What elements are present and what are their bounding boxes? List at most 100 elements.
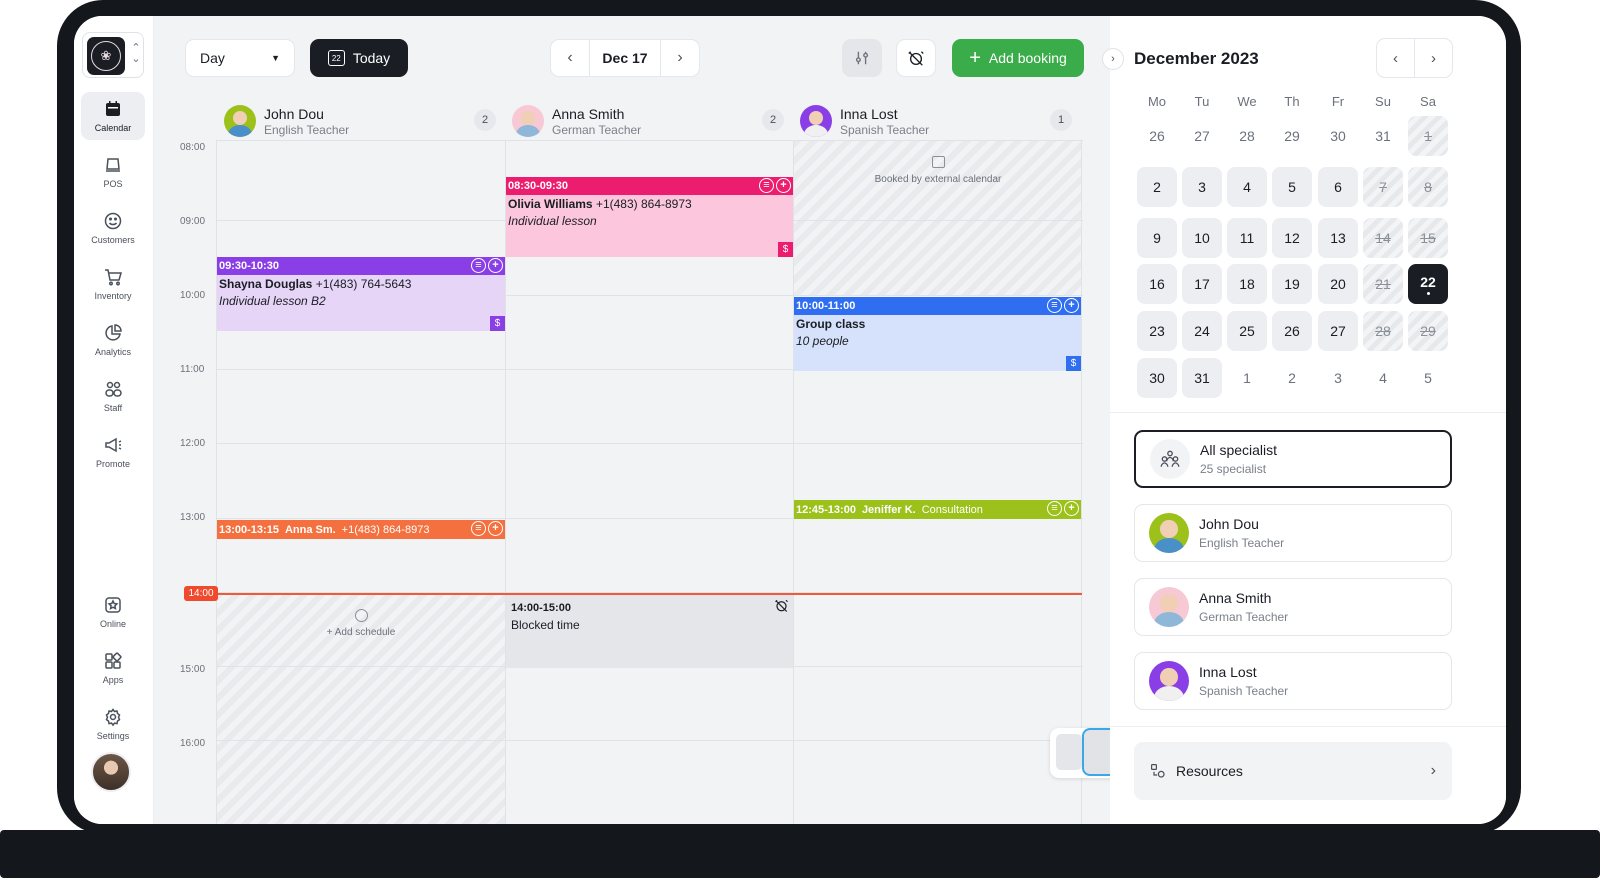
blocked-time-event[interactable]: 14:00-15:00 Blocked time: [506, 595, 793, 668]
calendar-day[interactable]: 16: [1137, 264, 1177, 304]
staff-role: German Teacher: [552, 122, 642, 137]
calendar-day[interactable]: 10: [1182, 218, 1222, 258]
specialist-all[interactable]: All specialist 25 specialist: [1134, 430, 1452, 488]
plus-circle-icon[interactable]: +: [1064, 501, 1079, 516]
collapse-panel-button[interactable]: ›: [1102, 48, 1124, 70]
calendar-day[interactable]: 4: [1379, 370, 1387, 386]
specialist-item[interactable]: John Dou English Teacher: [1134, 504, 1452, 562]
calendar-day[interactable]: 27: [1194, 128, 1210, 144]
next-month-button[interactable]: ›: [1415, 39, 1452, 77]
weekday-label: Th: [1284, 94, 1300, 109]
calendar-day[interactable]: 30: [1330, 128, 1346, 144]
resources-button[interactable]: Resources ›: [1134, 742, 1452, 800]
sidebar-item-inventory[interactable]: Inventory: [81, 260, 145, 308]
chevron-updown-icon: ⌃ ⌄: [131, 42, 141, 65]
specialist-name: Anna Smith: [1199, 590, 1272, 606]
calendar-day[interactable]: 11: [1227, 218, 1267, 258]
calendar-day[interactable]: 30: [1137, 358, 1177, 398]
calendar-day[interactable]: 13: [1318, 218, 1358, 258]
calendar-day: 7: [1363, 167, 1403, 207]
calendar-day[interactable]: 1: [1243, 370, 1251, 386]
booking-event[interactable]: 12:45-13:00 Jeniffer K. Consultation ≡ +: [794, 500, 1081, 519]
calendar-day[interactable]: 3: [1182, 167, 1222, 207]
calendar-day[interactable]: 27: [1318, 311, 1358, 351]
calendar-day[interactable]: 5: [1272, 167, 1312, 207]
calendar-day[interactable]: 5: [1424, 370, 1432, 386]
filter-button[interactable]: [842, 39, 882, 77]
calendar-day[interactable]: 28: [1239, 128, 1255, 144]
prev-month-button[interactable]: ‹: [1377, 39, 1415, 77]
sidebar-item-online[interactable]: Online: [81, 588, 145, 636]
sidebar-item-staff[interactable]: Staff: [81, 372, 145, 420]
prev-day-button[interactable]: ‹: [551, 40, 589, 76]
plus-circle-icon[interactable]: +: [776, 178, 791, 193]
add-booking-button[interactable]: + Add booking: [952, 39, 1084, 77]
calendar-day[interactable]: 23: [1137, 311, 1177, 351]
calendar-day[interactable]: 29: [1284, 128, 1300, 144]
staff-column-header[interactable]: Inna Lost Spanish Teacher 1: [792, 98, 1080, 144]
sidebar-item-pos[interactable]: POS: [81, 148, 145, 196]
staff-column-header[interactable]: Anna Smith German Teacher 2: [504, 98, 792, 144]
comment-icon[interactable]: ≡: [759, 178, 774, 193]
calendar-day[interactable]: 31: [1375, 128, 1391, 144]
calendar-day[interactable]: 4: [1227, 167, 1267, 207]
specialist-item[interactable]: Anna Smith German Teacher: [1134, 578, 1452, 636]
staff-column-header[interactable]: John Dou English Teacher 2: [216, 98, 504, 144]
sidebar-item-settings[interactable]: Settings: [81, 700, 145, 748]
specialist-item[interactable]: Inna Lost Spanish Teacher: [1134, 652, 1452, 710]
calendar-day[interactable]: 12: [1272, 218, 1312, 258]
sidebar-item-promote[interactable]: Promote: [81, 428, 145, 476]
add-schedule-link[interactable]: + Add schedule: [217, 609, 505, 638]
comment-icon[interactable]: ≡: [1047, 298, 1062, 313]
calendar-day[interactable]: 20: [1318, 264, 1358, 304]
calendar-day[interactable]: 26: [1272, 311, 1312, 351]
block-time-button[interactable]: [896, 39, 936, 77]
booking-event[interactable]: 13:00-13:15 Anna Sm. +1(483) 864-8973 ≡ +: [217, 520, 505, 539]
calendar-day[interactable]: 25: [1227, 311, 1267, 351]
weekday-label: Sa: [1420, 94, 1436, 109]
calendar-day[interactable]: 2: [1288, 370, 1296, 386]
booking-event[interactable]: 10:00-11:00 ≡ + Group class 10 people $: [794, 297, 1081, 371]
chevron-left-icon: ‹: [567, 49, 573, 66]
calendar-day[interactable]: 18: [1227, 264, 1267, 304]
sidebar-item-calendar[interactable]: Calendar: [81, 92, 145, 140]
comment-icon[interactable]: ≡: [1047, 501, 1062, 516]
brand-logo: ❀: [87, 37, 125, 75]
calendar-day[interactable]: 26: [1149, 128, 1165, 144]
calendar-day: 8: [1408, 167, 1448, 207]
comment-icon[interactable]: ≡: [471, 258, 486, 273]
sidebar-item-label: Analytics: [94, 347, 131, 357]
business-switcher[interactable]: ❀ ⌃ ⌄: [82, 32, 144, 78]
calendar-day-selected[interactable]: 22: [1408, 264, 1448, 304]
sidebar-item-apps[interactable]: Apps: [81, 644, 145, 692]
today-button[interactable]: 22 Today: [310, 39, 408, 77]
no-schedule-block[interactable]: [217, 593, 505, 824]
specialist-sub: Spanish Teacher: [1199, 684, 1289, 698]
calendar-day[interactable]: 19: [1272, 264, 1312, 304]
current-date[interactable]: Dec 17: [589, 40, 661, 76]
calendar-day[interactable]: 9: [1137, 218, 1177, 258]
plus-circle-icon[interactable]: +: [488, 258, 503, 273]
weekday-label: We: [1237, 94, 1257, 109]
calendar-day[interactable]: 2: [1137, 167, 1177, 207]
user-avatar[interactable]: [91, 752, 131, 792]
calendar-day-icon: 22: [327, 50, 345, 66]
sidebar-item-label: Inventory: [94, 291, 132, 301]
view-select[interactable]: Day ▼: [185, 39, 295, 77]
calendar-day[interactable]: 17: [1182, 264, 1222, 304]
calendar-day[interactable]: 6: [1318, 167, 1358, 207]
comment-icon[interactable]: ≡: [471, 521, 486, 536]
booking-event[interactable]: 08:30-09:30 ≡ + Olivia Williams +1(483) 8…: [506, 177, 793, 257]
plus-circle-icon[interactable]: +: [488, 521, 503, 536]
calendar-day[interactable]: 24: [1182, 311, 1222, 351]
plus-circle-icon[interactable]: +: [1064, 298, 1079, 313]
caret-down-icon: ▼: [271, 53, 280, 63]
sidebar-item-customers[interactable]: Customers: [81, 204, 145, 252]
next-day-button[interactable]: ›: [661, 40, 699, 76]
cart-icon: [105, 269, 122, 286]
sidebar-item-analytics[interactable]: Analytics: [81, 316, 145, 364]
calendar-day[interactable]: 31: [1182, 358, 1222, 398]
calendar-day[interactable]: 3: [1334, 370, 1342, 386]
today-label: Today: [352, 50, 391, 66]
booking-event[interactable]: 09:30-10:30 ≡ + Shayna Douglas +1(483) 76…: [217, 257, 505, 331]
